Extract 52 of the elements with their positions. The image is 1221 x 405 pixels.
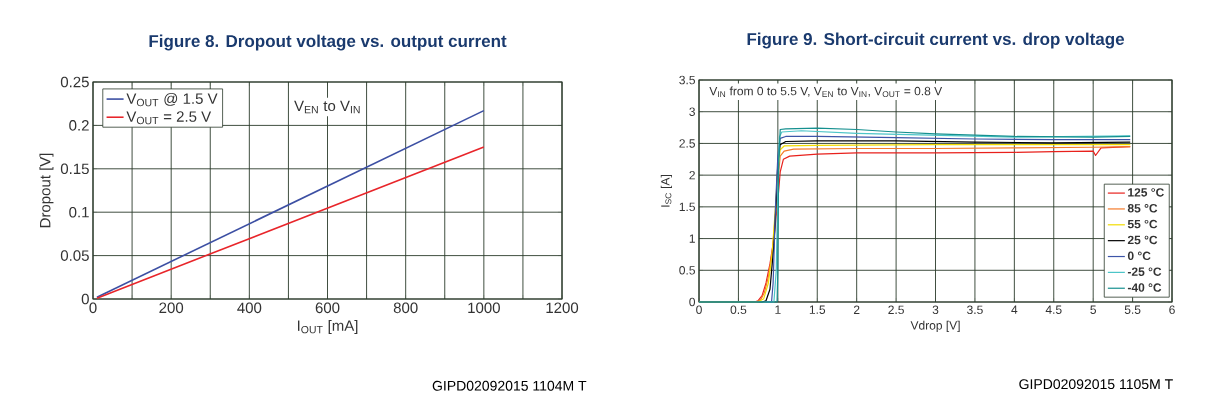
y-tick-label: 0.5: [679, 266, 695, 275]
x-tick-label: 1: [775, 305, 781, 314]
y-tick-label: 0.05: [60, 250, 89, 261]
y-tick-label: 0.1: [69, 206, 89, 218]
x-tick-label: 6: [1169, 305, 1175, 315]
y-tick-label: 2: [689, 170, 695, 180]
y-tick-label: 0.15: [60, 163, 89, 175]
y-tick-label: 2.5: [679, 139, 695, 148]
x-tick-label: 600: [315, 302, 340, 314]
x-tick-label: 4: [1011, 305, 1018, 314]
y-axis-title: Dropout [V]: [39, 153, 54, 228]
y-tick-label: 0: [81, 293, 89, 305]
x-tick-label: 5: [1090, 305, 1097, 314]
chart-title: Figure 9. Short-circuit current vs. drop voltage: [747, 32, 1125, 49]
x-tick-label: 0.5: [730, 305, 747, 315]
x-tick-label: 1.5: [809, 305, 826, 314]
x-axis-title: Vdrop [V]: [910, 320, 960, 333]
legend-label: V$_{OUT}$ @ 1.5 V: [126, 92, 218, 107]
x-tick-label: 2: [853, 305, 860, 314]
y-tick-label: 3.5: [679, 75, 695, 85]
x-tick-label: 2.5: [888, 305, 904, 315]
x-axis-title: I$_{OUT}$ [mA]: [297, 319, 358, 334]
legend-label: 55 °C: [1127, 219, 1158, 229]
x-tick-label: 1200: [546, 302, 579, 314]
legend-label: -25 °C: [1127, 267, 1162, 276]
x-tick-label: 3: [932, 305, 939, 315]
legend-label: 125 °C: [1128, 188, 1164, 197]
x-tick-label: 800: [393, 302, 418, 314]
y-tick-label: 1.5: [679, 202, 695, 212]
text: V$_{IN}$ from 0 to 5.5 V, V$_{EN}$ to V$_{IN}$, V$_{OUT}$ = 0.8 V: [709, 86, 943, 98]
x-tick-label: 0: [696, 305, 702, 315]
x-tick-label: 0: [89, 302, 97, 314]
legend-label: V$_{OUT}$ = 2.5 V: [126, 111, 212, 125]
legend-label: -40 °C: [1127, 283, 1162, 292]
y-tick-label: 0.25: [60, 76, 89, 88]
chart-title: Figure 8. Dropout voltage vs. output current: [149, 34, 507, 51]
x-tick-label: 200: [159, 302, 184, 314]
legend-label: 0 °C: [1127, 251, 1151, 261]
annotation: V$_{EN}$ to V$_{IN}$: [294, 100, 360, 114]
x-tick-label: 3.5: [967, 305, 983, 315]
x-tick-label: 4.5: [1045, 305, 1062, 314]
x-tick-label: 400: [237, 302, 262, 314]
text: GIPD02092015 1105M T: [1019, 379, 1173, 390]
y-tick-label: 3: [689, 107, 695, 116]
legend-label: 25 °C: [1127, 235, 1158, 245]
x-tick-label: 5.5: [1124, 305, 1141, 314]
y-tick-label: 0.2: [69, 120, 89, 131]
x-tick-label: 1000: [468, 302, 500, 314]
y-tick-label: 1: [689, 234, 695, 243]
legend-label: 85 °C: [1127, 204, 1158, 213]
y-axis-title: I$_{SC}$ [A]: [660, 175, 672, 207]
text: GIPD02092015 1104M T: [432, 380, 587, 391]
